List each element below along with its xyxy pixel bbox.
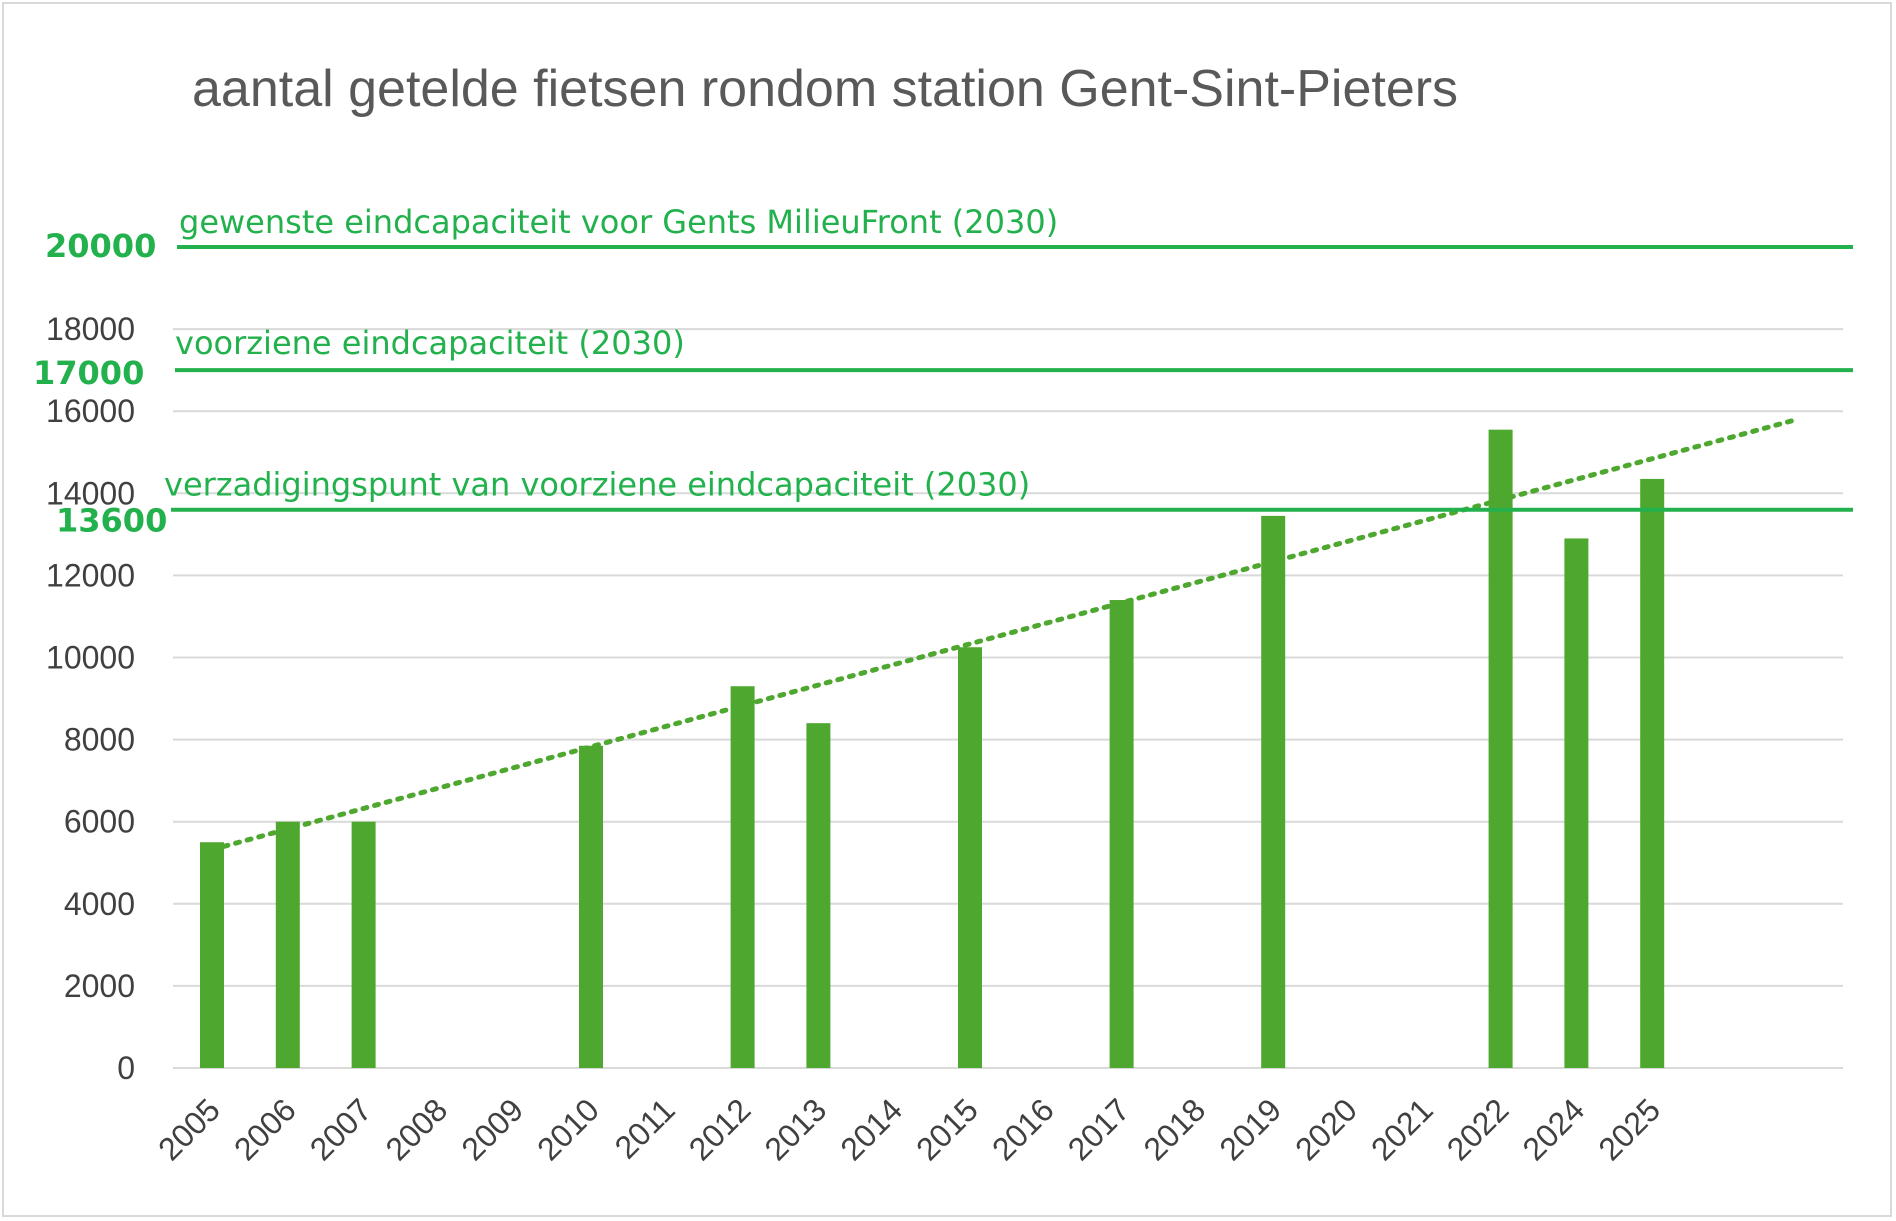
y-tick-label: 10000 <box>46 640 135 676</box>
x-tick-label: 2020 <box>1288 1091 1364 1167</box>
y-tick-label: 18000 <box>46 311 135 347</box>
y-tick-label: 2000 <box>64 968 135 1004</box>
bar <box>275 821 300 1068</box>
y-tick-label: 4000 <box>64 886 135 922</box>
x-tick-label: 2022 <box>1440 1091 1516 1167</box>
y-tick-label: 12000 <box>46 557 135 593</box>
bar <box>730 686 755 1068</box>
bar <box>1109 600 1134 1068</box>
y-tick-label: 0 <box>117 1050 135 1086</box>
bar <box>1640 478 1665 1068</box>
bar <box>1261 515 1286 1068</box>
reference-line-label: verzadigingspunt van voorziene eindcapac… <box>164 466 1030 504</box>
x-tick-label: 2017 <box>1061 1091 1137 1167</box>
reference-line-label: gewenste eindcapaciteit voor Gents Milie… <box>179 203 1058 241</box>
x-tick-label: 2013 <box>758 1091 834 1167</box>
chart-title: aantal getelde fietsen rondom station Ge… <box>192 60 1459 118</box>
x-tick-label: 2010 <box>530 1091 606 1167</box>
x-tick-label: 2019 <box>1212 1091 1288 1167</box>
x-tick-label: 2005 <box>151 1091 227 1167</box>
bar <box>1488 429 1513 1068</box>
y-tick-label: 6000 <box>64 804 135 840</box>
x-tick-label: 2014 <box>833 1091 909 1167</box>
bar <box>351 821 376 1068</box>
reference-line-value: 17000 <box>33 354 144 392</box>
x-tick-label: 2008 <box>379 1091 455 1167</box>
x-tick-label: 2012 <box>682 1091 758 1167</box>
x-tick-label: 2021 <box>1364 1091 1440 1167</box>
x-tick-label: 2011 <box>608 1091 682 1165</box>
x-tick-label: 2016 <box>985 1091 1061 1167</box>
y-tick-label: 16000 <box>46 393 135 429</box>
bar <box>958 647 982 1068</box>
reference-line-value: 20000 <box>45 227 156 265</box>
reference-line-label: voorziene eindcapaciteit (2030) <box>175 324 685 362</box>
trendline <box>221 416 1800 849</box>
x-tick-label: 2009 <box>454 1091 530 1167</box>
bar <box>1564 538 1589 1068</box>
bar <box>200 842 224 1068</box>
x-tick-label: 2006 <box>227 1091 303 1167</box>
bar <box>579 745 603 1068</box>
x-tick-label: 2024 <box>1516 1091 1592 1167</box>
y-tick-label: 8000 <box>64 722 135 758</box>
x-tick-label: 2025 <box>1591 1091 1667 1167</box>
x-tick-label: 2015 <box>909 1091 985 1167</box>
bar <box>806 723 831 1068</box>
y-tick-label: 14000 <box>46 475 135 511</box>
x-tick-label: 2018 <box>1137 1091 1213 1167</box>
reference-line-value: 13600 <box>56 502 167 540</box>
x-tick-label: 2007 <box>303 1091 379 1167</box>
